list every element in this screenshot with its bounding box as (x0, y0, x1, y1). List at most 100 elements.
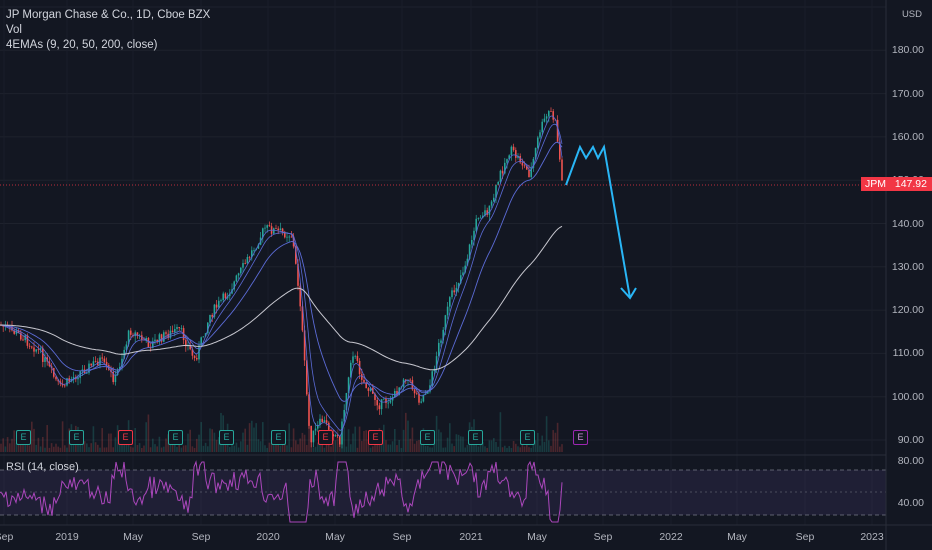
candle-body (409, 379, 411, 381)
legend-volume[interactable]: Vol (6, 24, 22, 36)
candle-body (66, 378, 68, 386)
candle-body (253, 250, 255, 251)
candle-body (158, 334, 161, 343)
candle-body (413, 389, 416, 394)
volume-bar (517, 446, 519, 452)
volume-bar (369, 447, 372, 452)
volume-bar (424, 446, 427, 452)
candle-body (42, 348, 44, 362)
candle-body (548, 111, 550, 117)
candle-body (552, 111, 554, 120)
price-tick: 90.00 (897, 434, 924, 446)
candle-body (119, 366, 121, 370)
earnings-marker-icon[interactable]: E (16, 430, 31, 445)
volume-bar (174, 442, 176, 452)
volume-bar (385, 440, 387, 452)
candle-body (121, 358, 123, 367)
projection-drawing[interactable] (565, 143, 631, 299)
candle-body (387, 402, 389, 404)
candle-body (361, 374, 363, 380)
volume-bar (464, 447, 466, 452)
candle-body (378, 405, 381, 410)
volume-bar (207, 446, 209, 452)
candle-body (504, 162, 506, 174)
candle-body (92, 361, 95, 366)
volume-bar (259, 441, 262, 452)
volume-bar (48, 447, 51, 452)
volume-bar (330, 446, 332, 452)
candle-body (248, 257, 251, 258)
volume-bar (101, 428, 103, 452)
candle-body (204, 333, 207, 337)
volume-bar (449, 423, 451, 452)
candle-body (471, 240, 473, 245)
candle-body (306, 360, 308, 395)
volume-bar (145, 422, 147, 452)
volume-bar (9, 443, 11, 452)
candle-body (380, 399, 383, 410)
volume-bar (440, 432, 442, 452)
earnings-marker-icon[interactable]: E (69, 430, 84, 445)
volume-bar (418, 440, 420, 452)
candle-body (508, 155, 510, 160)
volume-bar (499, 412, 502, 452)
price-tick: 130.00 (891, 260, 924, 273)
volume-bar (200, 422, 202, 452)
volume-bar (308, 420, 310, 452)
volume-bar (61, 421, 64, 452)
volume-bar (457, 434, 460, 452)
volume-bar (488, 440, 491, 452)
volume-bar (103, 447, 106, 452)
earnings-marker-icon[interactable]: E (420, 430, 435, 445)
earnings-marker-icon[interactable]: E (573, 430, 588, 445)
candle-body (462, 272, 464, 276)
legend-symbol-title[interactable]: JP Morgan Chase & Co., 1D, Cboe BZX (6, 9, 211, 21)
chart-legend[interactable]: JP Morgan Chase & Co., 1D, Cboe BZX Vol … (6, 8, 210, 53)
candle-body (189, 344, 191, 350)
candle-body (99, 357, 101, 366)
volume-bar (35, 444, 37, 452)
volume-bar (429, 447, 431, 452)
candle-body (455, 287, 458, 293)
time-tick: Sep (0, 531, 14, 543)
volume-bar (497, 446, 499, 452)
volume-bar (178, 438, 180, 452)
candle-body (297, 263, 299, 286)
candle-body (127, 330, 130, 345)
rsi-legend[interactable]: RSI (14, close) (6, 461, 79, 473)
volume-bar (46, 425, 48, 452)
candle-body (86, 372, 88, 374)
candle-body (495, 184, 497, 198)
earnings-marker-icon[interactable]: E (168, 430, 183, 445)
earnings-marker-icon[interactable]: E (520, 430, 535, 445)
volume-bar (44, 447, 46, 452)
candle-body (178, 327, 180, 329)
earnings-marker-icon[interactable]: E (118, 430, 133, 445)
volume-bar (154, 444, 156, 452)
earnings-marker-icon[interactable]: E (468, 430, 483, 445)
volume-bar (28, 445, 31, 452)
volume-bar (466, 445, 469, 452)
legend-ema[interactable]: 4EMAs (9, 20, 50, 200, close) (6, 39, 158, 51)
volume-bar (116, 425, 119, 452)
candle-body (332, 434, 334, 437)
time-tick: May (325, 531, 345, 543)
earnings-marker-icon[interactable]: E (219, 430, 234, 445)
volume-bar (530, 447, 532, 452)
volume-bar (182, 445, 185, 452)
badge-symbol: JPM (865, 178, 886, 190)
volume-bar (198, 434, 200, 452)
candle-body (479, 217, 482, 219)
price-tick: 160.00 (891, 130, 924, 143)
candle-body (396, 390, 398, 396)
earnings-marker-icon[interactable]: E (318, 430, 333, 445)
volume-bar (405, 412, 407, 452)
volume-bar (39, 446, 42, 452)
ema-line (0, 225, 563, 371)
candle-body (53, 368, 55, 377)
earnings-marker-icon[interactable]: E (271, 430, 286, 445)
candle-body (20, 332, 22, 340)
candle-body (506, 159, 508, 163)
earnings-marker-icon[interactable]: E (368, 430, 383, 445)
